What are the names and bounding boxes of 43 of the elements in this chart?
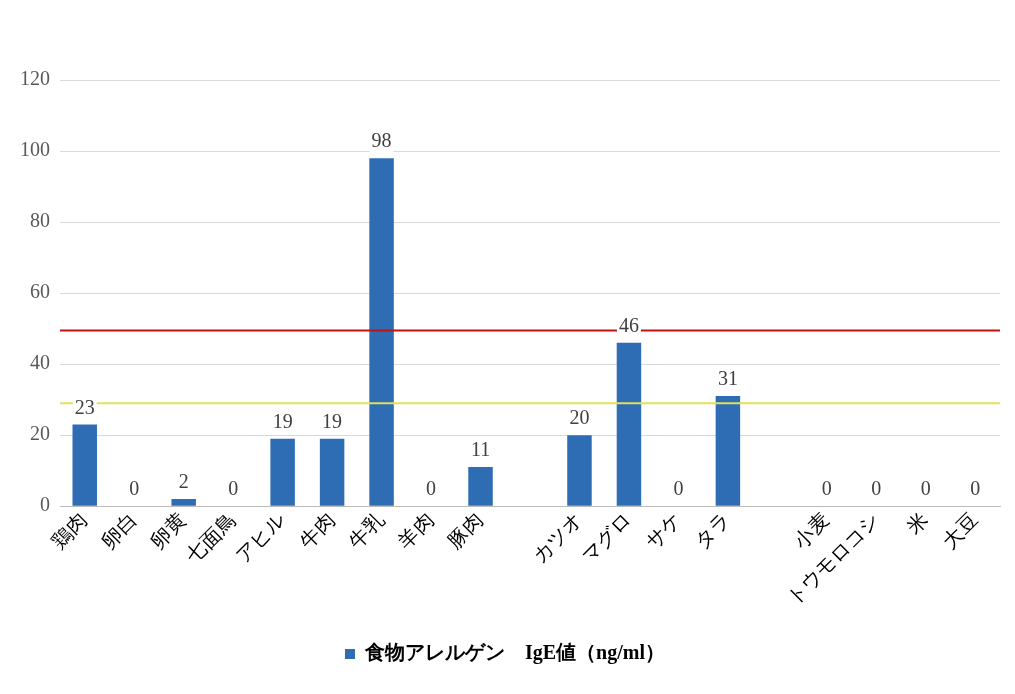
x-tick-label: 米 xyxy=(901,507,933,540)
bar xyxy=(171,499,196,506)
x-tick-label: 牛肉 xyxy=(294,507,340,554)
x-tick-label: 牛乳 xyxy=(343,507,389,554)
y-tick-label: 20 xyxy=(30,422,50,445)
bar xyxy=(319,438,345,506)
data-label: 31 xyxy=(717,367,738,390)
legend-label: 食物アレルゲン IgE値（ng/ml） xyxy=(363,641,666,665)
data-label: 0 xyxy=(821,477,832,500)
bar xyxy=(72,424,97,506)
y-tick-label: 100 xyxy=(20,138,50,161)
y-tick-label: 40 xyxy=(30,351,50,374)
x-tick-label: 豚肉 xyxy=(442,507,488,554)
data-label: 2 xyxy=(178,470,189,493)
y-tick-label: 60 xyxy=(30,280,50,303)
data-label: 0 xyxy=(970,477,981,500)
data-label: 19 xyxy=(272,409,293,432)
data-label: 0 xyxy=(228,477,239,500)
data-label: 0 xyxy=(673,477,684,500)
y-tick-label: 0 xyxy=(40,493,50,516)
bar xyxy=(369,158,394,506)
data-label: 23 xyxy=(74,395,95,418)
bar xyxy=(616,342,642,506)
data-label: 20 xyxy=(569,406,590,429)
x-tick-label: 大豆 xyxy=(937,507,983,554)
bar xyxy=(270,438,295,506)
data-label: 98 xyxy=(371,129,392,152)
bar xyxy=(567,435,592,506)
data-label: 46 xyxy=(618,314,639,337)
y-tick-label: 80 xyxy=(30,209,50,232)
x-tick-label: サケ xyxy=(640,507,686,554)
data-label: 19 xyxy=(322,409,343,432)
x-tick-label: タラ xyxy=(689,507,736,554)
bar xyxy=(715,396,741,506)
data-label: 0 xyxy=(920,477,931,500)
data-label: 0 xyxy=(129,477,140,500)
bar xyxy=(468,467,493,506)
y-tick-label: 120 xyxy=(20,67,50,90)
x-tick-label: 羊肉 xyxy=(393,507,439,554)
x-tick-label: 卵白 xyxy=(96,507,142,554)
data-label: 11 xyxy=(470,438,491,461)
data-label: 0 xyxy=(426,477,437,500)
data-label: 0 xyxy=(871,477,882,500)
